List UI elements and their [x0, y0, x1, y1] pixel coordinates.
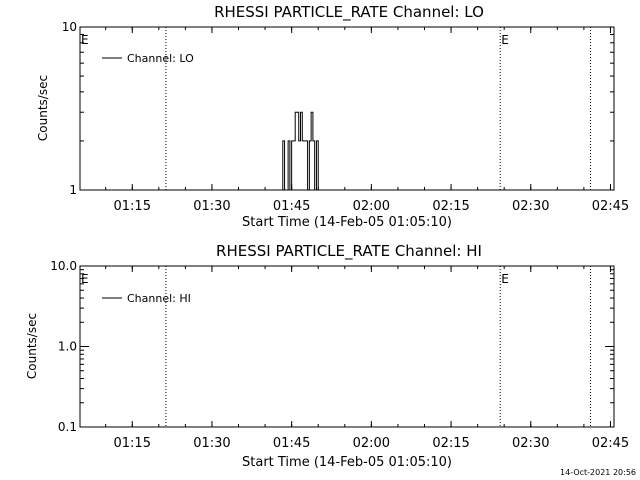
event-marker-label: E [81, 272, 89, 286]
event-marker-label: E [501, 33, 509, 47]
plot-frame [79, 26, 615, 191]
x-tick-label: 01:15 [114, 199, 151, 214]
y-axis-label: Counts/sec [36, 75, 50, 141]
x-axis-label: Start Time (14-Feb-05 01:05:10) [242, 455, 452, 470]
legend-label: Channel: HI [127, 292, 191, 305]
legend: Channel: LO [102, 52, 194, 65]
x-tick-label: 01:30 [193, 436, 230, 451]
series-line [281, 111, 319, 191]
y-tick-label: 1.0 [58, 340, 77, 354]
y-tick-label: 10.0 [50, 259, 77, 273]
event-marker-label: E [81, 33, 89, 47]
y-tick-label: 1 [69, 183, 77, 197]
chart-panel-hi: RHESSI PARTICLE_RATE Channel: HI Counts/… [25, 242, 629, 470]
legend: Channel: HI [102, 292, 191, 305]
x-tick-label: 01:15 [114, 436, 151, 451]
x-tick-label: 02:00 [353, 199, 390, 214]
x-axis-label: Start Time (14-Feb-05 01:05:10) [242, 215, 452, 230]
timestamp: 14-Oct-2021 20:56 [560, 468, 636, 477]
x-tick-label: 02:30 [512, 436, 549, 451]
chart-title: RHESSI PARTICLE_RATE Channel: HI [216, 242, 482, 261]
y-tick-label: 10 [62, 20, 77, 34]
x-tick-label: 02:30 [512, 199, 549, 214]
event-marker-label: E [501, 272, 509, 286]
chart-panel-lo: RHESSI PARTICLE_RATE Channel: LO Counts/… [36, 3, 629, 230]
x-tick-label: 02:15 [432, 436, 469, 451]
x-tick-label: 01:30 [193, 199, 230, 214]
x-tick-label: 02:45 [592, 436, 629, 451]
y-axis-label: Counts/sec [25, 313, 39, 379]
x-tick-label: 01:45 [273, 436, 310, 451]
x-tick-label: 01:45 [273, 199, 310, 214]
x-tick-label: 02:45 [592, 199, 629, 214]
x-tick-label: 02:00 [353, 436, 390, 451]
chart-title: RHESSI PARTICLE_RATE Channel: LO [214, 3, 484, 22]
legend-label: Channel: LO [127, 52, 194, 65]
y-tick-label: 0.1 [58, 420, 77, 434]
x-tick-label: 02:15 [432, 199, 469, 214]
